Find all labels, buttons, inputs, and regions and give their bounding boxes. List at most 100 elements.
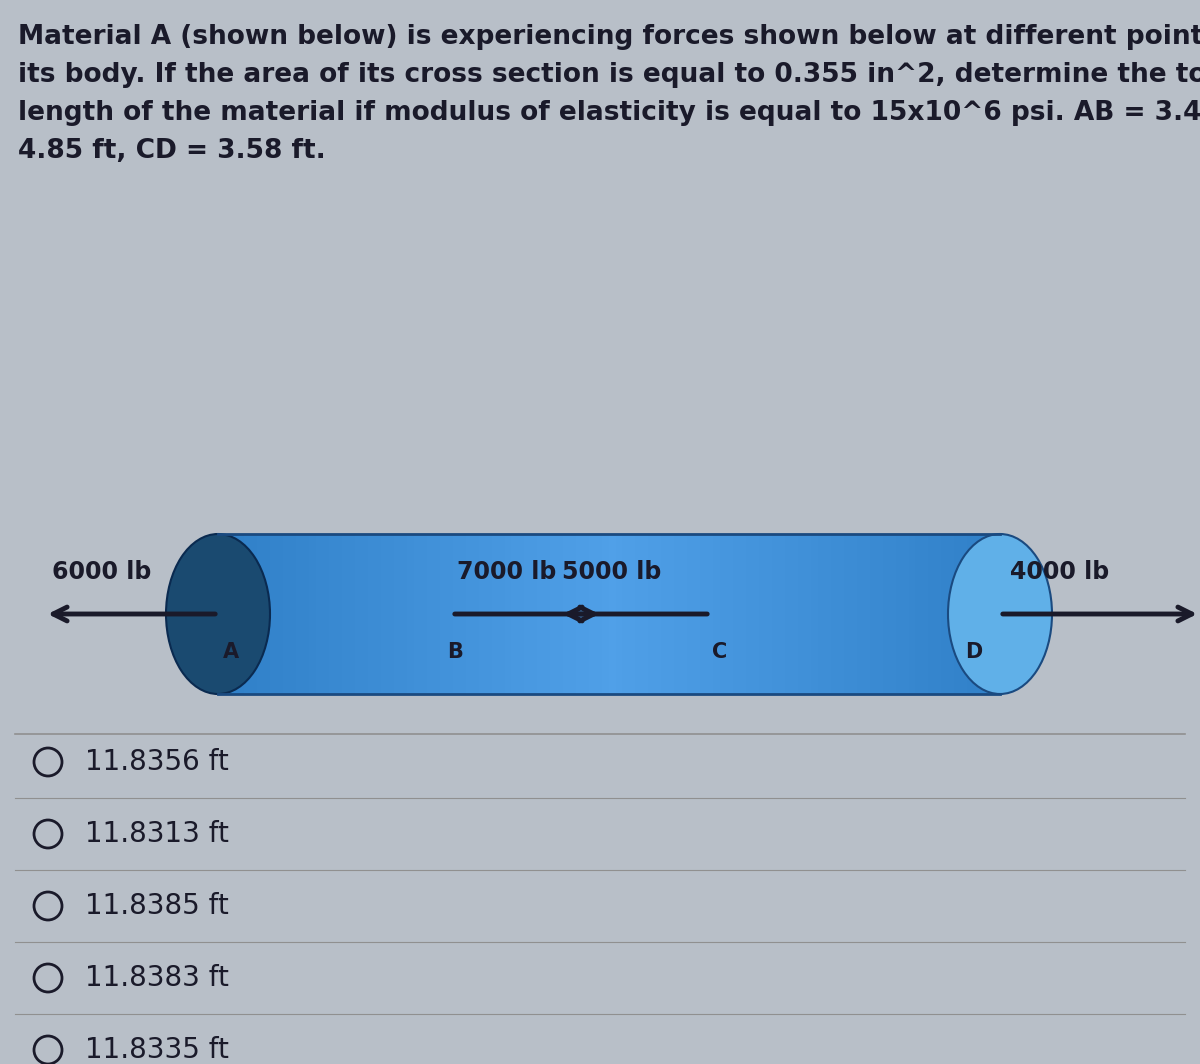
Polygon shape <box>798 534 805 694</box>
Polygon shape <box>779 534 786 694</box>
Polygon shape <box>361 534 368 694</box>
Polygon shape <box>238 534 245 694</box>
Polygon shape <box>935 534 942 694</box>
Polygon shape <box>655 534 662 694</box>
Polygon shape <box>492 534 499 694</box>
Polygon shape <box>635 534 642 694</box>
Polygon shape <box>218 534 1000 694</box>
Polygon shape <box>576 534 584 694</box>
Polygon shape <box>485 534 493 694</box>
Polygon shape <box>517 534 526 694</box>
Polygon shape <box>368 534 376 694</box>
Polygon shape <box>752 534 760 694</box>
Polygon shape <box>498 534 505 694</box>
Polygon shape <box>433 534 440 694</box>
Text: 11.8383 ft: 11.8383 ft <box>85 964 229 992</box>
Polygon shape <box>380 534 389 694</box>
Polygon shape <box>232 534 239 694</box>
Text: 4.85 ft, CD = 3.58 ft.: 4.85 ft, CD = 3.58 ft. <box>18 138 325 164</box>
Polygon shape <box>460 534 467 694</box>
Polygon shape <box>830 534 838 694</box>
Polygon shape <box>218 534 226 694</box>
Polygon shape <box>251 534 258 694</box>
Polygon shape <box>739 534 746 694</box>
Text: 11.8356 ft: 11.8356 ft <box>85 748 229 776</box>
Polygon shape <box>446 534 454 694</box>
Polygon shape <box>264 534 271 694</box>
Polygon shape <box>511 534 518 694</box>
Text: Material A (shown below) is experiencing forces shown below at different points : Material A (shown below) is experiencing… <box>18 24 1200 50</box>
Polygon shape <box>602 534 610 694</box>
Polygon shape <box>954 534 962 694</box>
Polygon shape <box>961 534 968 694</box>
Polygon shape <box>870 534 877 694</box>
Polygon shape <box>629 534 636 694</box>
Polygon shape <box>622 534 630 694</box>
Polygon shape <box>811 534 818 694</box>
Polygon shape <box>922 534 929 694</box>
Polygon shape <box>720 534 727 694</box>
Polygon shape <box>283 534 290 694</box>
Polygon shape <box>667 534 676 694</box>
Text: C: C <box>712 642 727 662</box>
Polygon shape <box>335 534 343 694</box>
Polygon shape <box>563 534 571 694</box>
Polygon shape <box>895 534 904 694</box>
Polygon shape <box>994 534 1001 694</box>
Polygon shape <box>713 534 721 694</box>
Polygon shape <box>680 534 689 694</box>
Polygon shape <box>863 534 871 694</box>
Polygon shape <box>850 534 858 694</box>
Polygon shape <box>746 534 754 694</box>
Polygon shape <box>838 534 845 694</box>
Polygon shape <box>277 534 284 694</box>
Polygon shape <box>883 534 890 694</box>
Polygon shape <box>244 534 252 694</box>
Text: 4000 lb: 4000 lb <box>1010 560 1109 584</box>
Polygon shape <box>726 534 734 694</box>
Polygon shape <box>792 534 799 694</box>
Polygon shape <box>530 534 539 694</box>
Polygon shape <box>414 534 421 694</box>
Text: 7000 lb: 7000 lb <box>457 560 557 584</box>
Polygon shape <box>661 534 668 694</box>
Polygon shape <box>310 534 317 694</box>
Polygon shape <box>452 534 460 694</box>
Text: 6000 lb: 6000 lb <box>52 560 151 584</box>
Polygon shape <box>296 534 304 694</box>
Polygon shape <box>967 534 974 694</box>
Polygon shape <box>908 534 917 694</box>
Polygon shape <box>316 534 323 694</box>
Polygon shape <box>980 534 988 694</box>
Ellipse shape <box>166 534 270 694</box>
Polygon shape <box>557 534 564 694</box>
Polygon shape <box>407 534 414 694</box>
Ellipse shape <box>948 534 1052 694</box>
Polygon shape <box>785 534 792 694</box>
Text: D: D <box>965 642 983 662</box>
Polygon shape <box>355 534 362 694</box>
Polygon shape <box>857 534 864 694</box>
Polygon shape <box>342 534 349 694</box>
Polygon shape <box>551 534 558 694</box>
Text: 11.8335 ft: 11.8335 ft <box>85 1036 229 1064</box>
Polygon shape <box>688 534 695 694</box>
Polygon shape <box>986 534 995 694</box>
Polygon shape <box>426 534 434 694</box>
Polygon shape <box>289 534 298 694</box>
Polygon shape <box>348 534 356 694</box>
Text: B: B <box>446 642 463 662</box>
Polygon shape <box>902 534 910 694</box>
Polygon shape <box>570 534 577 694</box>
Polygon shape <box>224 534 232 694</box>
Polygon shape <box>916 534 923 694</box>
Polygon shape <box>648 534 655 694</box>
Polygon shape <box>948 534 955 694</box>
Polygon shape <box>941 534 949 694</box>
Polygon shape <box>844 534 851 694</box>
Polygon shape <box>439 534 448 694</box>
Polygon shape <box>505 534 512 694</box>
Polygon shape <box>616 534 623 694</box>
Text: A: A <box>223 642 239 662</box>
Polygon shape <box>524 534 532 694</box>
